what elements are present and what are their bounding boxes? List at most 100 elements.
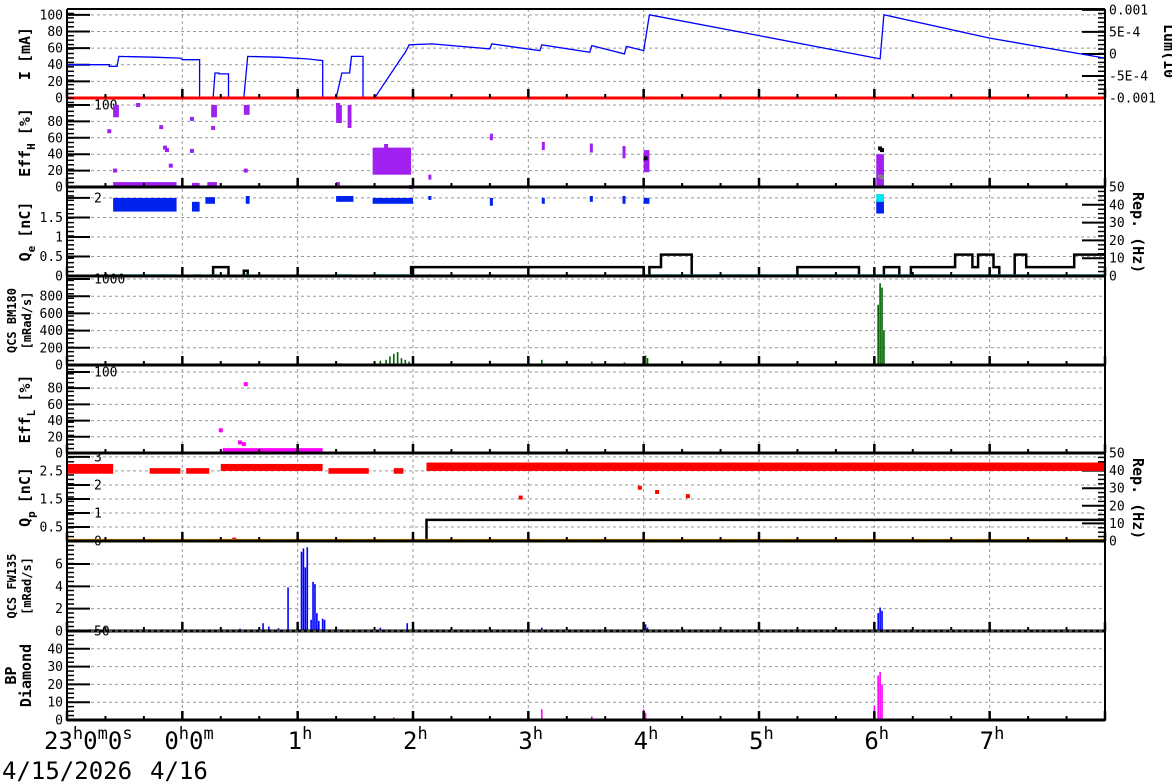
time-unit: h bbox=[73, 724, 83, 744]
y-axis-label-name: Q bbox=[16, 518, 34, 527]
point-cluster bbox=[489, 197, 493, 206]
data-point bbox=[164, 148, 169, 153]
time-unit: h bbox=[648, 724, 658, 744]
y-tick-label: 2.5 bbox=[40, 464, 63, 479]
point-cluster bbox=[243, 104, 250, 115]
point-cluster bbox=[336, 195, 354, 202]
y-tick-label: 2 bbox=[55, 602, 63, 617]
point-cluster bbox=[347, 104, 352, 128]
y-tick-label: 1 bbox=[55, 230, 63, 245]
rep-rate-line bbox=[67, 253, 1105, 278]
time-unit: h bbox=[533, 724, 543, 744]
data-point bbox=[136, 102, 141, 107]
time-unit: m bbox=[203, 724, 213, 744]
data-point bbox=[637, 485, 642, 490]
point-cluster bbox=[191, 182, 200, 187]
y-tick-label: 20 bbox=[47, 75, 63, 90]
data-point bbox=[880, 148, 885, 153]
y-tick-label: 2 bbox=[94, 478, 102, 493]
panel-7: 0 10 20 30 40 50 BPDiamond bbox=[2, 625, 1107, 729]
panel-6: 0 2 4 6 QCS FW135[mRad/s] bbox=[5, 544, 1107, 640]
point-cluster bbox=[372, 197, 413, 204]
right-tick-label: 30 bbox=[1109, 482, 1125, 497]
y-axis-label-unit: [mA] bbox=[16, 27, 34, 63]
y-tick-label: 40 bbox=[47, 642, 63, 657]
point-cluster bbox=[643, 150, 650, 173]
data-point bbox=[218, 428, 223, 433]
panel-2: 0 0.5 1 1.5 2 Qe [nC] 0 10 20 30 40 50 Rep. (Hz) bbox=[16, 181, 1147, 285]
time-value: 7 bbox=[980, 727, 994, 755]
y-tick-label: 2 bbox=[94, 191, 102, 206]
data-point bbox=[384, 143, 389, 148]
data-point bbox=[518, 495, 523, 500]
time-tick-label: 2h bbox=[403, 724, 428, 755]
y-tick-label: 0 bbox=[55, 359, 63, 374]
right-tick-label: 5E-4 bbox=[1109, 25, 1140, 40]
right-tick-label: 50 bbox=[1109, 447, 1125, 462]
data-point bbox=[243, 382, 248, 387]
point-cluster bbox=[876, 154, 884, 187]
y-tick-label: 100 bbox=[94, 98, 117, 113]
point-cluster bbox=[328, 468, 369, 474]
data-point bbox=[685, 494, 690, 499]
time-value: 4 bbox=[634, 727, 648, 755]
right-axis-label: Lum(10 bbox=[1160, 24, 1172, 78]
time-unit: h bbox=[994, 724, 1004, 744]
y-tick-label: 0 bbox=[55, 181, 63, 196]
time-value: 0 bbox=[83, 727, 97, 755]
time-value: 2 bbox=[403, 727, 417, 755]
right-tick-label: 0 bbox=[1109, 47, 1117, 62]
y-axis-label: Qe [nC] bbox=[16, 202, 38, 262]
y-axis-label-name: Eff bbox=[16, 416, 34, 443]
point-cluster bbox=[428, 174, 432, 180]
point-cluster bbox=[541, 197, 545, 204]
right-tick-label: -5E-4 bbox=[1109, 69, 1148, 84]
point-cluster bbox=[336, 182, 340, 187]
data-point bbox=[211, 125, 216, 130]
point-cluster bbox=[336, 104, 342, 124]
point-cluster bbox=[113, 104, 119, 118]
right-tick-label: 0.001 bbox=[1109, 3, 1148, 18]
y-tick-label: 1000 bbox=[94, 273, 125, 288]
right-tick-label: 40 bbox=[1109, 464, 1125, 479]
series-line bbox=[67, 14, 1106, 99]
point-cluster bbox=[426, 462, 1105, 471]
y-tick-label: 0 bbox=[55, 92, 63, 107]
panel-3: 0 200 400 600 800 1000 QCS BM180[mRad/s] bbox=[5, 273, 1107, 374]
right-tick-label: -0.001 bbox=[1109, 92, 1156, 107]
time-unit: h bbox=[417, 724, 427, 744]
y-tick-label: 40 bbox=[47, 414, 63, 429]
y-tick-label: 80 bbox=[47, 115, 63, 130]
time-value: 6 bbox=[864, 727, 878, 755]
time-tick-label: 0h0m bbox=[164, 724, 213, 755]
point-cluster bbox=[589, 143, 593, 153]
y-axis-label-name: I bbox=[16, 71, 34, 80]
time-unit: h bbox=[763, 724, 773, 744]
point-cluster bbox=[205, 197, 216, 204]
y-axis-label-unit: [%] bbox=[16, 108, 34, 135]
right-tick-label: 10 bbox=[1109, 252, 1125, 267]
y-tick-label: 80 bbox=[47, 25, 63, 40]
point-cluster bbox=[372, 147, 412, 175]
panel-5: 0 0.5 1 1.5 2 2.5 3 Qp [nC] 0 10 20 30 40 50 Rep. (Hz) bbox=[16, 447, 1147, 550]
point-cluster bbox=[67, 463, 114, 474]
y-tick-label: 0 bbox=[55, 714, 63, 729]
y-axis-label-unit: [nC] bbox=[16, 467, 34, 503]
y-tick-label: 20 bbox=[47, 164, 63, 179]
point-cluster bbox=[222, 448, 323, 453]
time-unit: m bbox=[98, 724, 108, 744]
y-tick-label: 10 bbox=[47, 696, 63, 711]
y-tick-label: 40 bbox=[47, 148, 63, 163]
data-point bbox=[189, 116, 194, 121]
y-tick-label: 1 bbox=[94, 506, 102, 521]
data-point bbox=[336, 102, 341, 107]
time-value: 3 bbox=[518, 727, 532, 755]
y-axis-label: Qp [nC] bbox=[16, 467, 38, 527]
y-axis-label: I [mA] bbox=[16, 27, 34, 80]
y-axis-label-unit: Diamond bbox=[17, 644, 35, 707]
right-tick-label: 30 bbox=[1109, 216, 1125, 231]
data-point bbox=[655, 489, 660, 494]
right-tick-label: 40 bbox=[1109, 198, 1125, 213]
time-value: 0 bbox=[108, 727, 122, 755]
y-tick-label: 60 bbox=[47, 131, 63, 146]
